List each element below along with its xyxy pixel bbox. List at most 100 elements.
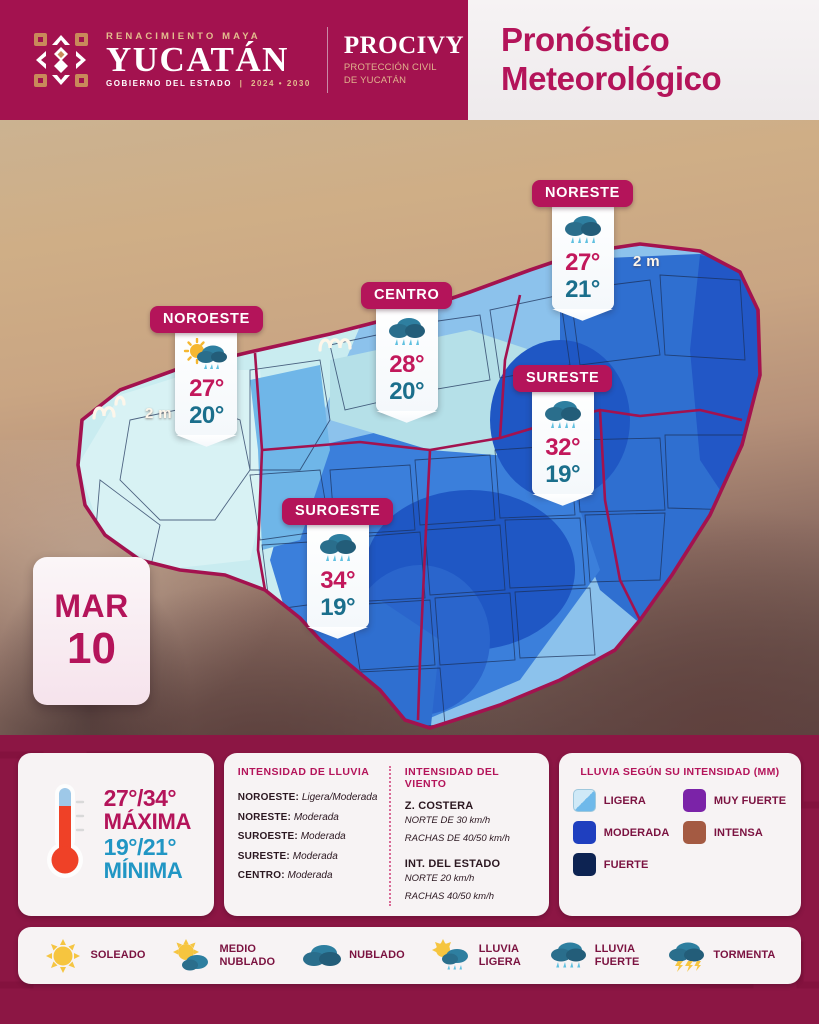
temp-min-sureste: 19° xyxy=(545,460,581,488)
thermometer-icon xyxy=(41,780,95,889)
legend-swatch xyxy=(572,789,596,812)
temp-max-noreste: 27° xyxy=(565,249,600,276)
rain-legend-title: LLUVIA SEGÚN SU INTENSIDAD (MM) xyxy=(580,766,780,778)
date-month: MAR xyxy=(54,588,129,625)
temp-max-sureste: 32° xyxy=(545,434,581,461)
sun-rain-cloud-icon xyxy=(179,336,233,376)
temperature-panel: 27°/34° MÁXIMA 19°/21° MÍNIMA xyxy=(18,753,214,917)
gobierno-years: 2024 • 2030 xyxy=(250,78,311,88)
region-label-sureste: SURESTE xyxy=(513,365,613,392)
temp-min-centro: 20° xyxy=(389,377,425,405)
gobierno-label: GOBIERNO DEL ESTADO xyxy=(106,78,233,88)
wave-marker-west: 2 m xyxy=(88,392,172,422)
procivy-wordmark: PROCIVY xyxy=(343,31,465,59)
legend-swatch xyxy=(572,821,596,844)
icon-legend-label-line1: LLUVIA xyxy=(478,943,520,956)
intensity-panel: INTENSIDAD DE LLUVIA NOROESTE: Ligera/Mo… xyxy=(223,753,549,917)
region-card-noroeste[interactable]: NOROESTE 27° 20° xyxy=(150,306,263,436)
header-divider xyxy=(326,27,328,93)
rain-row: NORESTE: Moderada xyxy=(237,811,339,823)
icon-legend-label-line1: LLUVIA xyxy=(594,943,636,956)
icon-legend-lluvia-ligera: LLUVIA LIGERA xyxy=(431,937,521,975)
yucatan-wordmark: YUCATÁN xyxy=(106,40,289,80)
region-label-noroeste: NOROESTE xyxy=(150,306,263,333)
legend-muy-fuerte: MUY FUERTE xyxy=(682,789,787,812)
rain-row: SURESTE: Moderada xyxy=(237,850,338,862)
bottom-section: 27°/34° MÁXIMA 19°/21° MÍNIMA INTENSIDAD… xyxy=(0,735,819,1024)
temp-min-range: 19°/21° xyxy=(103,833,177,860)
rain-row: SUROESTE: Moderada xyxy=(237,831,346,842)
sun-icon xyxy=(43,937,83,975)
cloud-icon xyxy=(302,937,342,975)
rain-row: NOROESTE: Ligera/Moderada xyxy=(237,792,378,803)
legend-swatch xyxy=(682,789,706,812)
icon-legend-label-line2: FUERTE xyxy=(594,955,640,968)
icon-legend-label-line2: NUBLADO xyxy=(219,955,276,968)
temp-min-noreste: 21° xyxy=(565,275,600,303)
header-branding: RENACIMIENTO MAYA YUCATÁN GOBIERNO DEL E… xyxy=(0,0,468,120)
rain-row: CENTRO: Moderada xyxy=(237,870,333,881)
date-card: MAR 10 xyxy=(33,557,150,705)
sun-cloud-icon xyxy=(172,937,212,975)
renacimiento-label: RENACIMIENTO MAYA xyxy=(106,30,261,42)
temp-min-suroeste: 19° xyxy=(320,593,356,621)
region-label-suroeste: SUROESTE xyxy=(282,498,394,525)
rain-cloud-icon xyxy=(380,312,434,352)
wind-intensity-title: INTENSIDAD DEL VIENTO xyxy=(404,766,499,790)
header-title-area: Pronóstico Meteorológico xyxy=(468,0,819,120)
region-card-suroeste[interactable]: SUROESTE 34° 19° xyxy=(282,498,394,628)
page-title-line-1: Pronóstico xyxy=(501,21,670,59)
icon-legend-label: TORMENTA xyxy=(713,949,776,962)
icon-legend-tormenta: TORMENTA xyxy=(666,937,775,975)
sun-rain-light-icon xyxy=(431,937,472,975)
wind-intensity-column: INTENSIDAD DEL VIENTO Z. COSTERA NORTE D… xyxy=(388,766,549,907)
rain-cloud-icon xyxy=(556,210,610,250)
rain-cloud-icon xyxy=(311,528,365,568)
region-pill-suroeste: 34° 19° xyxy=(306,519,369,628)
icon-legend-label-line1: MEDIO xyxy=(219,943,257,956)
legend-swatch xyxy=(682,821,706,844)
icon-legend-medio-nublado: MEDIO NUBLADO xyxy=(172,937,275,975)
icon-legend-label-line2: LIGERA xyxy=(478,955,521,968)
region-label-centro: CENTRO xyxy=(361,282,453,309)
rain-heavy-icon xyxy=(548,937,588,975)
rain-cloud-icon xyxy=(536,395,590,435)
header: RENACIMIENTO MAYA YUCATÁN GOBIERNO DEL E… xyxy=(0,0,819,120)
temp-max-centro: 28° xyxy=(389,351,425,378)
legend-fuerte: FUERTE xyxy=(572,853,677,876)
rain-legend-panel: LLUVIA SEGÚN SU INTENSIDAD (MM) LIGERA M… xyxy=(558,753,801,917)
icon-legend-lluvia-fuerte: LLUVIA FUERTE xyxy=(548,937,640,975)
icon-legend-soleado: SOLEADO xyxy=(43,937,145,975)
temp-max-range: 27°/34° xyxy=(103,785,177,812)
date-day: 10 xyxy=(67,624,116,674)
wind-zona-costera-line1: NORTE DE 30 km/h xyxy=(404,815,491,826)
icon-legend-nublado: NUBLADO xyxy=(302,937,405,975)
temp-max-noroeste: 27° xyxy=(189,375,224,402)
wind-interior-line1: NORTE 20 km/h xyxy=(404,873,475,885)
temp-max-suroeste: 34° xyxy=(320,567,356,594)
wave-label: 2 m xyxy=(145,405,173,422)
rain-intensity-title: INTENSIDAD DE LLUVIA xyxy=(237,766,370,778)
region-card-sureste[interactable]: SURESTE 32° 19° xyxy=(513,365,613,495)
weather-icon-legend: SOLEADO MEDIO NUBLADO xyxy=(18,927,801,985)
region-card-centro[interactable]: CENTRO 28° 20° xyxy=(361,282,453,412)
wind-zona-costera-head: Z. COSTERA xyxy=(404,800,474,812)
rain-intensity-column: INTENSIDAD DE LLUVIA NOROESTE: Ligera/Mo… xyxy=(224,766,389,906)
region-pill-noroeste: 27° 20° xyxy=(175,327,238,436)
wind-interior-line2: RACHAS 40/50 km/h xyxy=(404,891,495,903)
legend-intensa: INTENSA xyxy=(682,821,787,844)
wave-label: 2 m xyxy=(633,253,661,270)
storm-icon xyxy=(666,937,706,975)
legend-swatch xyxy=(572,853,596,876)
temp-max-label: MÁXIMA xyxy=(103,809,192,835)
icon-legend-label: NUBLADO xyxy=(349,949,405,962)
temp-min-label: MÍNIMA xyxy=(103,857,183,883)
maya-glyph-icon xyxy=(30,29,92,91)
procivy-subtitle-line1: PROTECCIÓN CIVIL xyxy=(343,62,437,74)
temp-min-noroeste: 20° xyxy=(189,401,224,429)
region-card-noreste[interactable]: NORESTE 27° 21° xyxy=(532,180,633,310)
procivy-subtitle-line2: DE YUCATÁN xyxy=(343,75,407,87)
wind-interior-head: INT. DEL ESTADO xyxy=(404,858,501,871)
wind-zona-costera-line2: RACHAS DE 40/50 km/h xyxy=(404,833,510,845)
region-pill-sureste: 32° 19° xyxy=(531,386,594,495)
